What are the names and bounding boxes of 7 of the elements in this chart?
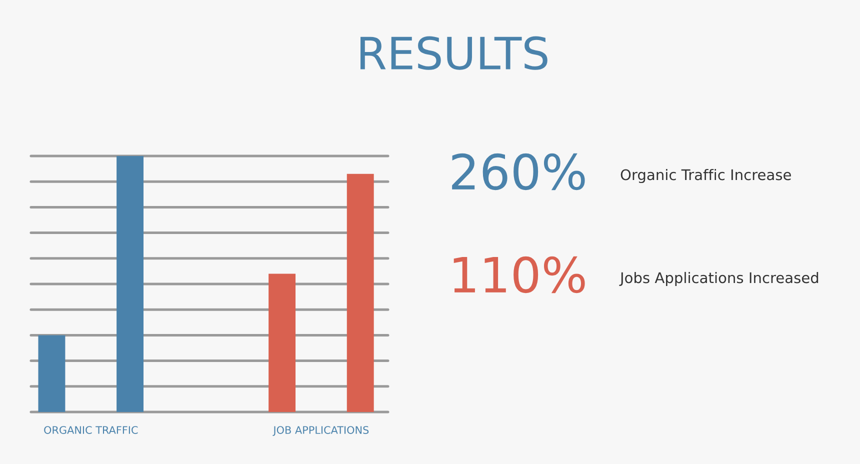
text: Organic Traffic Increase <box>620 168 791 184</box>
text: 260% <box>452 153 585 190</box>
x-tick-label: ORGANIC TRAFFIC <box>44 426 138 434</box>
text: Jobs Applications Increased <box>619 272 818 286</box>
text: 110% <box>454 256 585 294</box>
x-tick-label: JOB APPLICATIONS <box>272 426 369 436</box>
chart-title: RESULTS <box>360 36 548 70</box>
